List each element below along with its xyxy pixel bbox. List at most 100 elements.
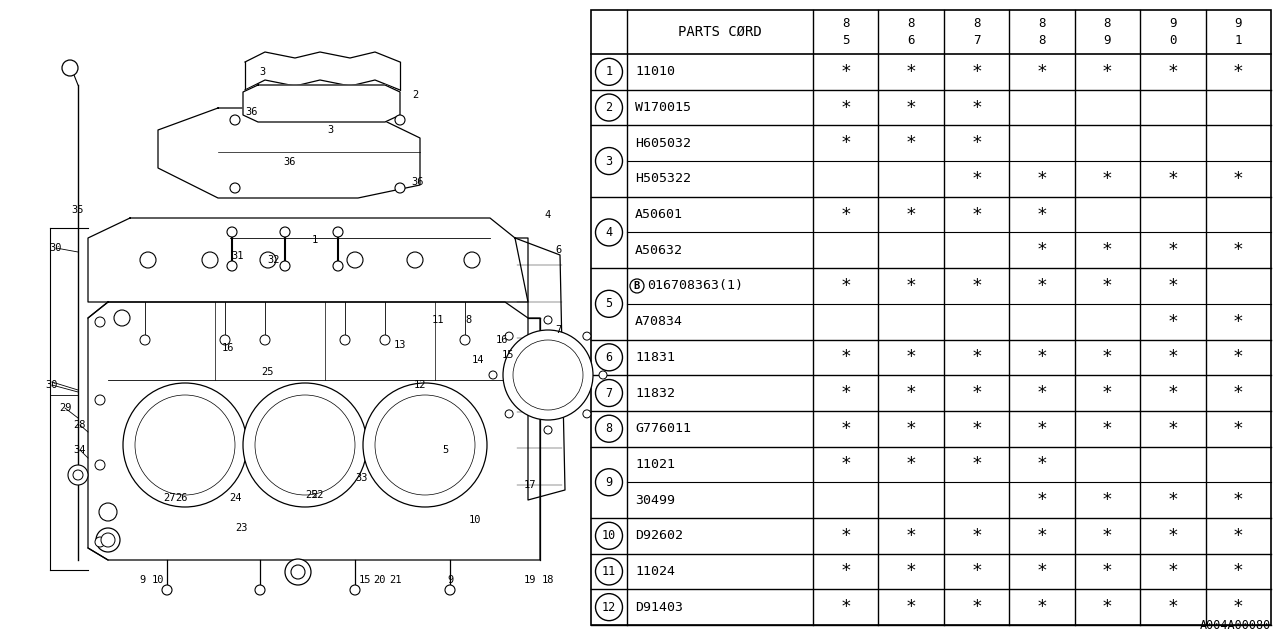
Text: *: * [906,527,916,545]
Circle shape [582,410,591,418]
Text: *: * [1037,420,1047,438]
Text: *: * [906,348,916,366]
Text: *: * [1102,277,1112,295]
Text: 10: 10 [152,575,164,585]
Text: 5: 5 [605,298,613,310]
Text: 1: 1 [605,65,613,78]
Text: 8: 8 [1103,17,1111,29]
Text: *: * [1167,527,1179,545]
Text: 7: 7 [554,325,561,335]
Text: 7: 7 [605,387,613,399]
Circle shape [243,383,367,507]
Text: 12: 12 [602,601,616,614]
Circle shape [599,371,607,379]
Circle shape [227,261,237,271]
Circle shape [95,537,105,547]
Circle shape [333,227,343,237]
Text: *: * [1233,598,1244,616]
Text: 6: 6 [554,245,561,255]
Text: 6: 6 [908,35,915,47]
Text: 32: 32 [268,255,280,265]
Text: *: * [906,205,916,223]
Text: *: * [906,456,916,474]
Text: *: * [1037,277,1047,295]
Text: 25: 25 [261,367,274,377]
Circle shape [285,559,311,585]
Text: *: * [972,170,982,188]
Text: *: * [906,99,916,116]
Circle shape [396,183,404,193]
Circle shape [396,115,404,125]
Text: 4: 4 [545,210,552,220]
Text: G776011: G776011 [635,422,691,435]
Circle shape [230,183,241,193]
Text: *: * [1167,170,1179,188]
Text: *: * [840,420,851,438]
Text: *: * [972,598,982,616]
Text: 15: 15 [502,350,515,360]
Circle shape [349,585,360,595]
Text: 28: 28 [74,420,86,430]
Text: *: * [840,348,851,366]
Text: *: * [840,277,851,295]
Text: *: * [1233,63,1244,81]
Circle shape [544,426,552,434]
Text: 30499: 30499 [635,493,675,507]
Text: *: * [840,456,851,474]
Text: 30: 30 [46,380,59,390]
Text: *: * [1037,527,1047,545]
Text: *: * [840,527,851,545]
Circle shape [260,335,270,345]
Circle shape [364,383,486,507]
Text: 9: 9 [1234,17,1242,29]
Text: *: * [906,277,916,295]
Text: 9: 9 [140,575,146,585]
Text: *: * [840,384,851,402]
Text: D91403: D91403 [635,601,684,614]
Text: *: * [1167,63,1179,81]
Text: *: * [1037,205,1047,223]
Circle shape [291,565,305,579]
Text: *: * [1037,348,1047,366]
Text: 8: 8 [605,422,613,435]
Text: 11832: 11832 [635,387,675,399]
Text: 8: 8 [908,17,915,29]
Text: *: * [906,598,916,616]
Circle shape [68,465,88,485]
Text: 5: 5 [842,35,850,47]
Text: 23: 23 [236,523,248,533]
Circle shape [140,335,150,345]
Circle shape [140,252,156,268]
Text: *: * [1102,598,1112,616]
Bar [591,10,1271,625]
Text: *: * [972,277,982,295]
Text: 8: 8 [1038,35,1046,47]
Text: 11831: 11831 [635,351,675,364]
Text: *: * [972,99,982,116]
Text: 25: 25 [306,490,319,500]
Text: *: * [1102,491,1112,509]
Text: *: * [906,134,916,152]
Text: 9: 9 [1169,17,1176,29]
Text: 20: 20 [374,575,387,585]
Text: *: * [1037,563,1047,580]
Text: 35: 35 [72,205,84,215]
Circle shape [73,470,83,480]
Text: 16: 16 [221,343,234,353]
Text: *: * [840,63,851,81]
Text: 3: 3 [326,125,333,135]
Circle shape [333,261,343,271]
Circle shape [255,395,355,495]
Circle shape [460,335,470,345]
Text: 15: 15 [358,575,371,585]
Circle shape [280,261,291,271]
Text: 16: 16 [495,335,508,345]
Text: *: * [1233,420,1244,438]
Text: 11010: 11010 [635,65,675,78]
Text: *: * [906,563,916,580]
Text: 24: 24 [229,493,242,503]
Circle shape [465,252,480,268]
Text: 8: 8 [973,17,980,29]
Text: 3: 3 [259,67,265,77]
Circle shape [506,410,513,418]
